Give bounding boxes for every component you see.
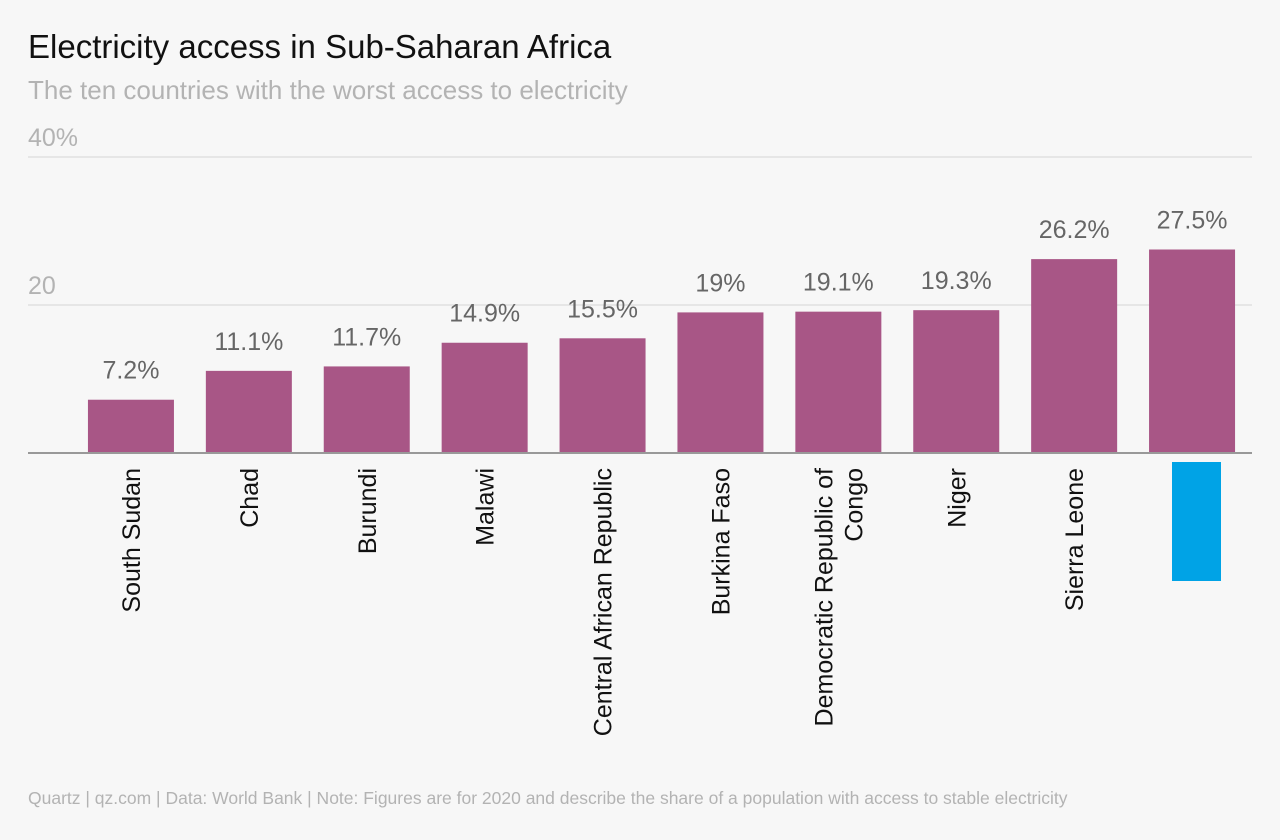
bar [1149,249,1236,453]
x-category-label-line: Malawi [472,468,500,546]
bar [87,399,174,453]
highlight-marker [1172,462,1221,581]
bar [559,338,646,453]
bar-value-label: 27.5% [1157,207,1228,235]
chart-subtitle: The ten countries with the worst access … [28,75,628,105]
x-category-label: Democratic Republic of Congo [810,468,868,726]
bar-value-label: 7.2% [102,357,159,385]
x-category-label: Chad [236,468,264,528]
x-category-label-line: Burundi [354,468,382,554]
y-tick-label: 40% [28,124,78,152]
x-category-label-line: Chad [236,468,264,528]
x-category-label: Central African Republic [590,468,618,736]
x-category-label-line: Burkina Faso [707,468,735,615]
chart-title: Electricity access in Sub-Saharan Africa [28,28,612,65]
x-category-label-line: Central African Republic [590,468,618,736]
bar-value-label: 19% [695,269,745,297]
bar-value-label: 19.1% [803,269,874,297]
bar-value-label: 11.7% [332,323,401,351]
x-category-label-line: South Sudan [118,468,146,613]
x-category-label-line: Niger [943,468,971,528]
bar-value-label: 11.1% [214,328,283,356]
bar [1031,259,1118,453]
bar-value-label: 19.3% [921,267,992,295]
bar-value-label: 26.2% [1039,216,1110,244]
label-layer: 7.2% South Sudan 11.1% Chad 11.7% Burundi 14.9… [102,207,1227,737]
x-category-label: Malawi [472,468,500,546]
y-tick-label: 20 [28,272,56,300]
bar [913,310,1000,453]
x-category-label-line: Congo [840,468,868,542]
bar [677,312,764,453]
x-category-label-line: Sierra Leone [1061,468,1089,611]
bar-value-label: 15.5% [567,295,638,323]
x-category-label-line: Democratic Republic of [810,468,838,726]
bar [205,370,292,453]
x-category-label: South Sudan [118,468,146,613]
x-category-label: Burundi [354,468,382,554]
bar [795,311,882,453]
bar [323,366,410,453]
bar-value-label: 14.9% [449,300,520,328]
bar [441,342,528,453]
bar-chart: 40% 20 7.2% South Sudan 11.1% Chad 11.7% Burun… [28,124,1252,737]
bar-layer [87,249,1236,453]
x-category-label: Sierra Leone [1061,468,1089,611]
x-category-label: Burkina Faso [707,468,735,615]
x-category-label: Niger [943,468,971,528]
chart-footer-source: Quartz | qz.com | Data: World Bank | Not… [28,788,1068,808]
